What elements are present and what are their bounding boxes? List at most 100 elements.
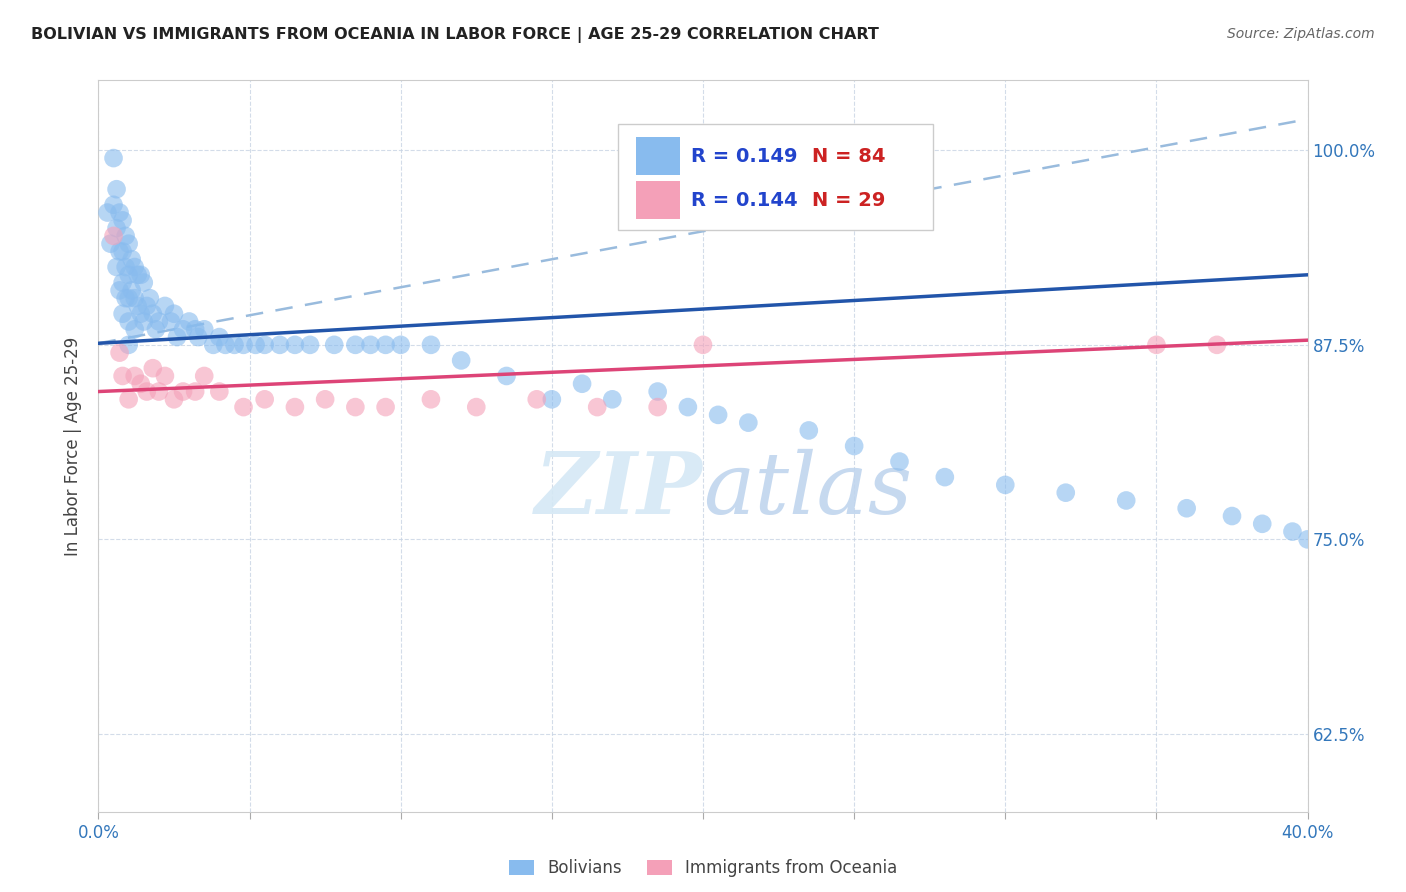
Point: [214, 338, 236, 352]
Point: [526, 392, 548, 407]
Point: [193, 322, 215, 336]
Text: R = 0.149: R = 0.149: [690, 147, 797, 166]
Point: [118, 392, 141, 407]
Point: [166, 330, 188, 344]
Point: [108, 284, 131, 298]
Point: [108, 244, 131, 259]
Point: [1220, 509, 1243, 524]
Point: [1054, 485, 1077, 500]
Point: [135, 384, 157, 399]
Point: [1144, 338, 1167, 352]
Point: [111, 307, 134, 321]
Point: [184, 384, 207, 399]
Point: [103, 228, 125, 243]
Point: [692, 338, 714, 352]
Point: [129, 307, 152, 321]
Point: [127, 268, 149, 282]
Point: [114, 228, 136, 243]
Point: [118, 314, 141, 328]
Point: [142, 361, 165, 376]
Point: [844, 439, 866, 453]
Point: [676, 400, 699, 414]
Text: N = 29: N = 29: [811, 191, 886, 210]
Point: [737, 416, 759, 430]
Point: [1206, 338, 1229, 352]
Text: N = 84: N = 84: [811, 147, 886, 166]
Point: [184, 322, 207, 336]
Point: [323, 338, 346, 352]
Point: [571, 376, 593, 391]
Point: [153, 299, 176, 313]
Point: [187, 330, 209, 344]
Point: [797, 424, 820, 438]
Point: [127, 299, 149, 313]
Point: [495, 368, 517, 383]
Point: [253, 392, 276, 407]
Point: [118, 291, 141, 305]
Point: [314, 392, 336, 407]
Point: [160, 314, 183, 328]
Text: Source: ZipAtlas.com: Source: ZipAtlas.com: [1227, 27, 1375, 41]
Text: BOLIVIAN VS IMMIGRANTS FROM OCEANIA IN LABOR FORCE | AGE 25-29 CORRELATION CHART: BOLIVIAN VS IMMIGRANTS FROM OCEANIA IN L…: [31, 27, 879, 43]
Point: [994, 478, 1017, 492]
Point: [148, 314, 170, 328]
Point: [193, 368, 215, 383]
Point: [374, 400, 396, 414]
Point: [103, 198, 125, 212]
Point: [284, 400, 307, 414]
Point: [100, 236, 122, 251]
Point: [1175, 501, 1198, 516]
Point: [172, 384, 194, 399]
Point: [132, 276, 155, 290]
Point: [647, 400, 669, 414]
Point: [299, 338, 322, 352]
Point: [647, 384, 669, 399]
Point: [124, 260, 146, 274]
Point: [179, 314, 201, 328]
Point: [420, 338, 443, 352]
Point: [586, 400, 609, 414]
Point: [374, 338, 396, 352]
Point: [108, 205, 131, 219]
Point: [129, 376, 152, 391]
Point: [450, 353, 472, 368]
Point: [540, 392, 562, 407]
FancyBboxPatch shape: [619, 124, 932, 230]
Point: [135, 299, 157, 313]
Point: [232, 400, 254, 414]
Point: [224, 338, 246, 352]
Point: [163, 307, 186, 321]
Point: [1251, 516, 1274, 531]
Point: [142, 307, 165, 321]
Point: [389, 338, 412, 352]
Point: [111, 244, 134, 259]
Point: [105, 221, 128, 235]
Point: [108, 345, 131, 359]
Point: [208, 330, 231, 344]
Point: [163, 392, 186, 407]
Point: [269, 338, 291, 352]
Point: [145, 322, 167, 336]
Point: [245, 338, 267, 352]
FancyBboxPatch shape: [637, 181, 681, 219]
Point: [202, 338, 225, 352]
Point: [172, 322, 194, 336]
Point: [139, 291, 162, 305]
Point: [707, 408, 730, 422]
Y-axis label: In Labor Force | Age 25-29: In Labor Force | Age 25-29: [65, 336, 83, 556]
Point: [148, 384, 170, 399]
Point: [232, 338, 254, 352]
FancyBboxPatch shape: [637, 137, 681, 176]
Point: [153, 368, 176, 383]
Point: [121, 284, 143, 298]
Point: [420, 392, 443, 407]
Point: [118, 236, 141, 251]
Point: [208, 384, 231, 399]
Point: [124, 368, 146, 383]
Point: [132, 314, 155, 328]
Text: ZIP: ZIP: [536, 448, 703, 532]
Point: [111, 213, 134, 227]
Point: [96, 205, 118, 219]
Point: [934, 470, 956, 484]
Point: [111, 276, 134, 290]
